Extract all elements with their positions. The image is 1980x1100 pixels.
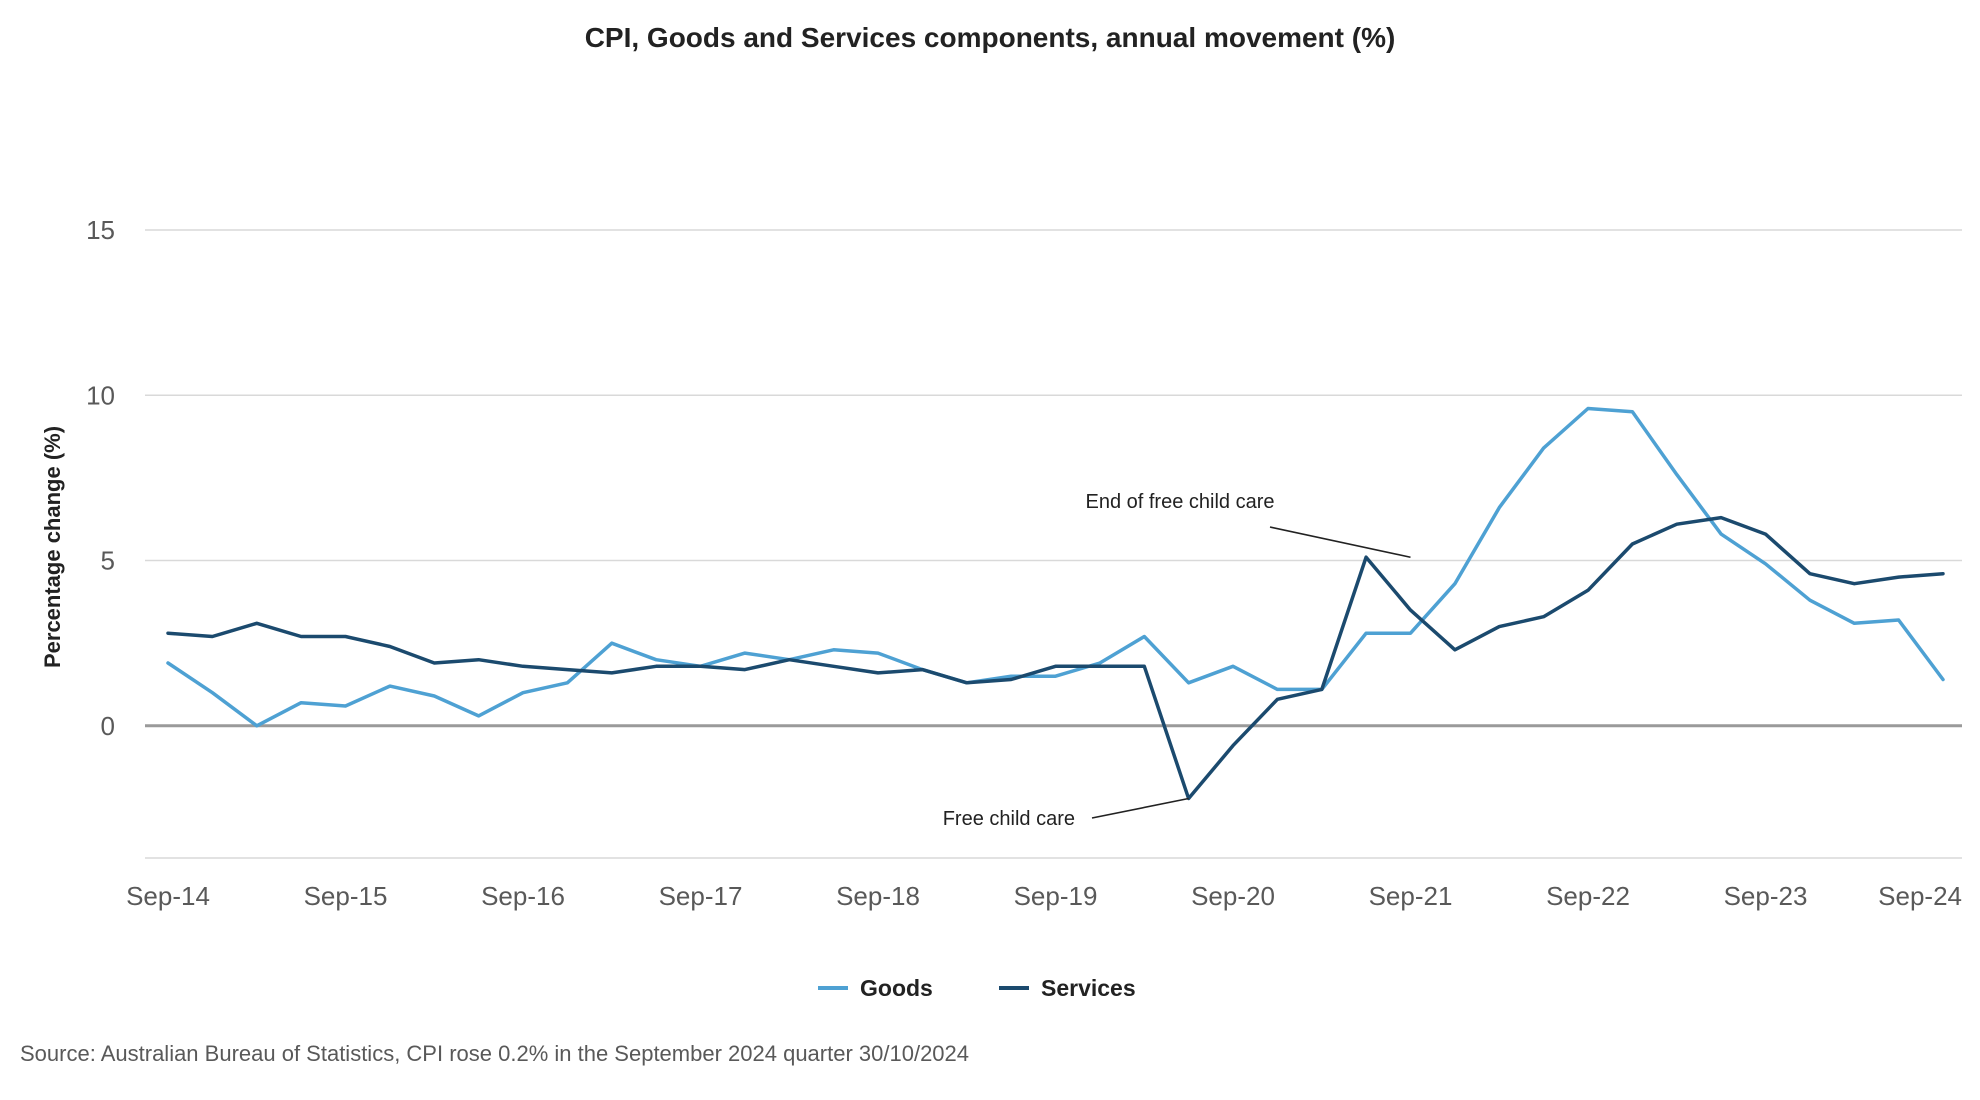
x-tick-label: Sep-14 — [126, 881, 210, 911]
x-tick-label: Sep-18 — [836, 881, 920, 911]
y-axis-title: Percentage change (%) — [40, 426, 65, 668]
y-tick-label: 15 — [86, 215, 115, 245]
x-tick-label: Sep-24 — [1878, 881, 1962, 911]
x-axis-ticks: Sep-14 Sep-15 Sep-16 Sep-17 Sep-18 Sep-19 Sep-… — [126, 881, 1962, 911]
series-line-services — [166, 515, 1945, 801]
annotations: End of free child care Free child care — [943, 491, 1411, 830]
y-axis-ticks: 0 5 10 15 — [86, 215, 115, 741]
y-tick-label: 5 — [101, 546, 115, 576]
x-tick-label: Sep-19 — [1014, 881, 1098, 911]
annotation-leader-free-child-care — [1091, 797, 1189, 819]
source-note: Source: Australian Bureau of Statistics,… — [20, 1041, 970, 1066]
x-tick-label: Sep-22 — [1546, 881, 1630, 911]
x-tick-label: Sep-16 — [481, 881, 565, 911]
x-tick-label: Sep-20 — [1191, 881, 1275, 911]
gridlines — [145, 229, 1962, 859]
annotation-leader-end-free-child-care — [1269, 526, 1411, 559]
x-tick-label: Sep-21 — [1369, 881, 1453, 911]
chart-title: CPI, Goods and Services components, annu… — [584, 22, 1396, 53]
y-tick-label: 10 — [86, 380, 115, 410]
x-tick-label: Sep-17 — [659, 881, 743, 911]
x-tick-label: Sep-15 — [304, 881, 388, 911]
legend-label-services: Services — [1041, 975, 1136, 1001]
legend: Goods Services — [818, 975, 1136, 1001]
y-tick-label: 0 — [101, 711, 115, 741]
annotation-end-free-child-care: End of free child care — [1086, 491, 1275, 513]
series-line-goods — [166, 406, 1945, 728]
legend-label-goods: Goods — [860, 975, 933, 1001]
x-tick-label: Sep-23 — [1724, 881, 1808, 911]
series-lines — [166, 406, 1945, 801]
annotation-free-child-care: Free child care — [943, 808, 1075, 830]
